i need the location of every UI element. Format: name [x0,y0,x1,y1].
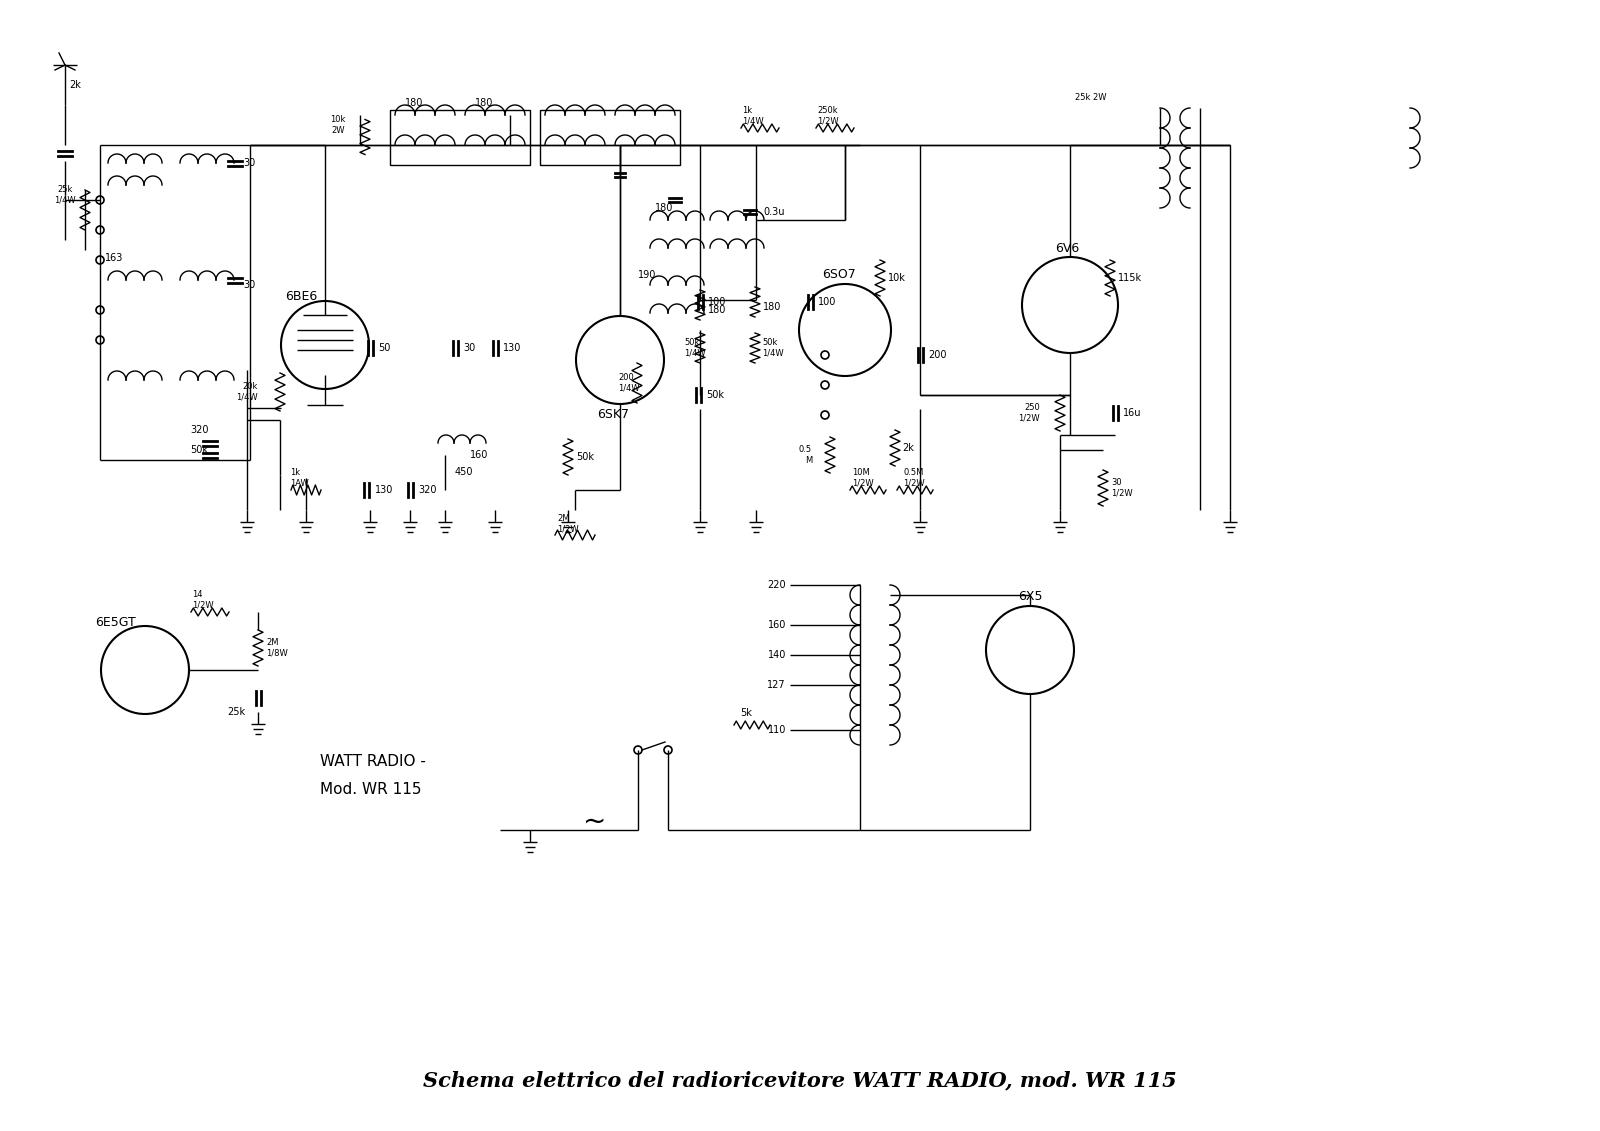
Circle shape [821,351,829,359]
Text: 25k
1/4W: 25k 1/4W [54,185,75,205]
Text: 30: 30 [243,280,256,290]
Text: 220: 220 [768,580,786,590]
Text: 100: 100 [707,297,726,307]
Circle shape [821,381,829,389]
Text: 190: 190 [638,270,656,280]
Text: 180: 180 [475,98,493,107]
Text: 5k: 5k [739,708,752,718]
Text: 1k
1/4W: 1k 1/4W [742,106,763,126]
Text: 20k
1/4W: 20k 1/4W [237,382,258,402]
Text: 50k
1/4W: 50k 1/4W [762,338,784,357]
Text: 140: 140 [768,650,786,661]
Text: 250
1/2W: 250 1/2W [1018,404,1040,423]
Text: 2k: 2k [902,443,914,454]
Text: 10k: 10k [888,273,906,283]
Text: ~: ~ [584,808,606,836]
Circle shape [96,307,104,314]
Text: 30: 30 [243,158,256,169]
Text: 163: 163 [106,253,123,264]
Text: 50k: 50k [706,390,723,400]
Text: 6X5: 6X5 [1018,590,1043,604]
Text: 25k: 25k [227,707,245,717]
Text: 110: 110 [768,725,786,735]
Bar [390,110,530,165]
Text: 130: 130 [374,485,394,495]
Text: 30
1/2W: 30 1/2W [1110,478,1133,498]
Text: 180: 180 [405,98,424,107]
Text: 6SK7: 6SK7 [597,408,629,422]
Text: 0.5M
1/2W: 0.5M 1/2W [902,468,925,487]
Text: 30: 30 [462,343,475,353]
Text: 180: 180 [707,305,726,316]
Text: 115k: 115k [1118,273,1142,283]
Text: 100: 100 [818,297,837,307]
Circle shape [821,411,829,418]
Text: 127: 127 [768,680,786,690]
Text: 10k
2W: 10k 2W [330,115,346,135]
Circle shape [96,336,104,344]
Text: 2M
1/8W: 2M 1/8W [266,638,288,658]
Text: 25k 2W: 25k 2W [1075,94,1107,103]
Text: Mod. WR 115: Mod. WR 115 [320,783,421,797]
Text: 16u: 16u [1123,408,1141,418]
Circle shape [96,256,104,264]
Text: 200: 200 [928,349,947,360]
Text: 320: 320 [418,485,437,495]
Bar [541,110,680,165]
Text: 2k: 2k [69,80,82,90]
Text: 50k
1/4W: 50k 1/4W [685,338,706,357]
Text: 250k
1/2W: 250k 1/2W [818,106,838,126]
Text: 320: 320 [190,425,208,435]
Text: 160: 160 [768,620,786,630]
Text: 6E5GT: 6E5GT [94,615,136,629]
Text: 14
1/2W: 14 1/2W [192,590,214,610]
Text: 180: 180 [654,202,674,213]
Text: 2M
1/2W: 2M 1/2W [557,515,579,534]
Text: 50: 50 [378,343,390,353]
Text: Schema elettrico del radioricevitore WATT RADIO, mod. WR 115: Schema elettrico del radioricevitore WAT… [422,1070,1178,1090]
Text: WATT RADIO -: WATT RADIO - [320,754,426,769]
Text: 130: 130 [502,343,522,353]
Circle shape [96,196,104,204]
Text: 6V6: 6V6 [1054,242,1080,254]
Text: 0.5
M: 0.5 M [798,446,813,465]
Text: 450: 450 [454,467,474,477]
Circle shape [96,226,104,234]
Text: 180: 180 [763,302,781,312]
Text: 200
1/4W: 200 1/4W [618,373,640,392]
Text: 1k
1AW: 1k 1AW [290,468,309,487]
Text: 0.3u: 0.3u [763,207,784,217]
Circle shape [664,746,672,754]
Text: 50k: 50k [190,444,208,455]
Circle shape [634,746,642,754]
Text: 6SO7: 6SO7 [822,268,856,282]
Text: 10M
1/2W: 10M 1/2W [851,468,874,487]
Text: 160: 160 [470,450,488,460]
Text: 50k: 50k [576,452,594,461]
Text: 6BE6: 6BE6 [285,291,317,303]
